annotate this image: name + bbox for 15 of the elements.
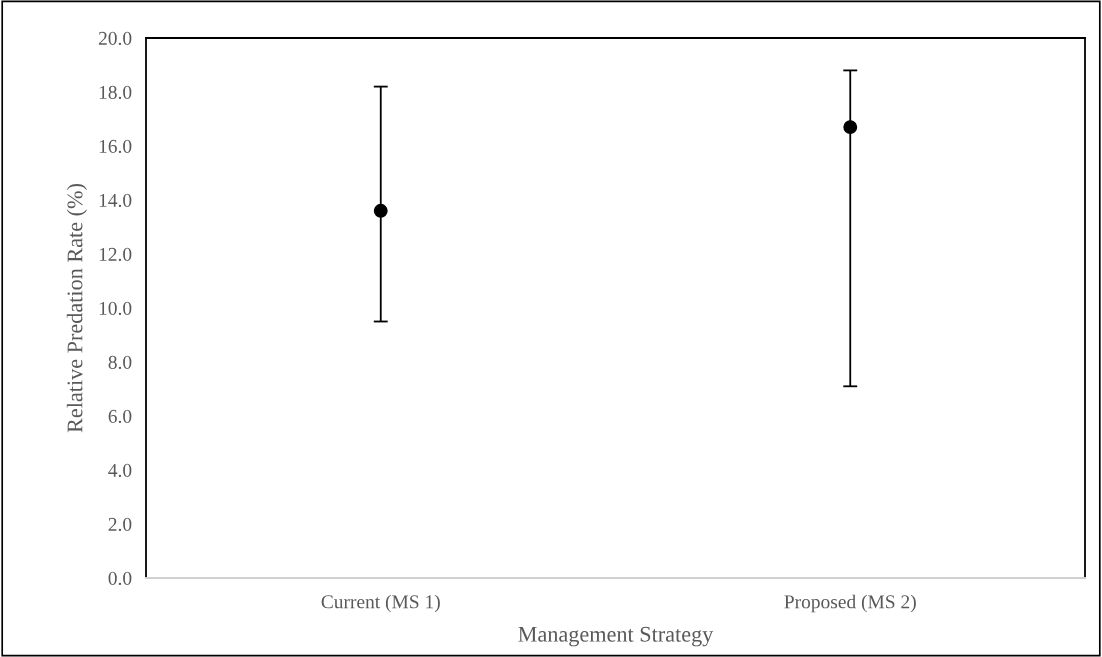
y-tick-label: 2.0 <box>108 517 132 532</box>
y-tick-label: 6.0 <box>108 409 132 424</box>
y-tick-label: 12.0 <box>99 247 132 262</box>
y-tick-label: 20.0 <box>98 31 132 46</box>
y-tick-label: 16.0 <box>99 139 132 154</box>
y-tick-label: 8.0 <box>108 355 132 370</box>
y-tick-label: 18.0 <box>99 85 132 100</box>
x-tick-label: Current (MS 1) <box>321 594 440 613</box>
y-tick-label: 14.0 <box>99 193 132 208</box>
x-axis-title: Management Strategy <box>518 626 714 647</box>
x-tick-label: Proposed (MS 2) <box>784 594 916 613</box>
y-tick-label: 10.0 <box>99 301 132 316</box>
y-tick-label: 0.0 <box>108 571 132 586</box>
y-tick-label: 4.0 <box>108 463 132 478</box>
y-axis-title: Relative Predation Rate (%) <box>66 184 87 433</box>
